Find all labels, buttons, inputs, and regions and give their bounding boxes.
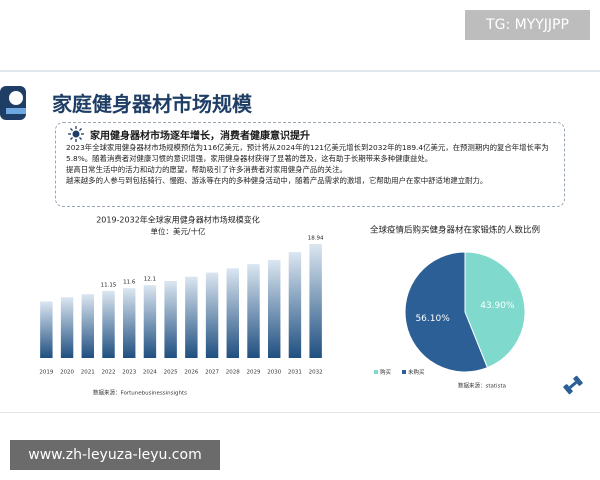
summary-text: 2023年全球家用健身器材市场规模预估为116亿美元，预计将从2024年的121… bbox=[66, 142, 556, 186]
x-tick-label: 2024 bbox=[143, 370, 157, 376]
x-tick-label: 2022 bbox=[102, 370, 116, 376]
x-tick-label: 2026 bbox=[184, 370, 198, 376]
bar bbox=[81, 294, 94, 358]
x-tick-label: 2028 bbox=[226, 370, 240, 376]
value-label: 11.6 bbox=[123, 280, 136, 286]
legend-swatch bbox=[374, 370, 378, 374]
summary-box bbox=[55, 122, 565, 207]
dumbbell-icon bbox=[563, 375, 583, 395]
chart-source: 数据来源：statista bbox=[458, 382, 506, 390]
pie-slice bbox=[464, 251, 526, 369]
value-label: 12.1 bbox=[144, 277, 156, 283]
pie-slice bbox=[404, 251, 489, 373]
bar bbox=[247, 264, 260, 358]
bar bbox=[185, 276, 198, 358]
x-tick-label: 2019 bbox=[39, 370, 53, 376]
value-label: 11.15 bbox=[101, 282, 117, 288]
legend-label: 购买 bbox=[380, 368, 392, 376]
bar bbox=[143, 285, 157, 358]
value-label: 56.10% bbox=[415, 314, 450, 324]
x-tick-label: 2021 bbox=[81, 370, 95, 376]
value-label: 18.94 bbox=[308, 236, 324, 242]
chart-subtitle: 单位：美元/十亿 bbox=[150, 226, 206, 236]
paragraph: 越来越多的人参与到包括骑行、慢跑、游泳等在内的多种健身活动中，随着产品需求的激增… bbox=[66, 176, 488, 185]
bar bbox=[164, 280, 177, 358]
paragraph: 2023年全球家用健身器材市场规模预估为116亿美元，预计将从2024年的121… bbox=[66, 143, 549, 163]
x-tick-label: 2031 bbox=[288, 370, 302, 376]
bar bbox=[40, 301, 53, 358]
chart-title: 全球疫情后购买健身器材在家锻炼的人数比例 bbox=[370, 225, 540, 236]
x-tick-label: 2023 bbox=[122, 370, 136, 376]
bar bbox=[60, 297, 74, 358]
legend-swatch bbox=[402, 370, 406, 374]
bar bbox=[123, 288, 136, 358]
pie-chart: 全球疫情后购买健身器材在家锻炼的人数比例 数据来源：statista 43.90… bbox=[370, 225, 540, 390]
x-tick-label: 2032 bbox=[309, 370, 323, 376]
bar bbox=[309, 244, 322, 358]
legend-label: 未购买 bbox=[408, 368, 425, 376]
bar bbox=[102, 290, 115, 358]
chart-title: 2019-2032年全球家用健身器材市场规模变化 bbox=[96, 215, 260, 225]
summary-heading: 家用健身器材市场逐年增长，消费者健康意识提升 bbox=[90, 131, 310, 142]
footer-url: www.zh-leyuza-leyu.com bbox=[10, 440, 220, 470]
bar bbox=[226, 268, 239, 358]
watermark: TG: MYYJJPP bbox=[465, 10, 590, 40]
logo-icon bbox=[0, 86, 26, 120]
bar-chart: 2019-2032年全球家用健身器材市场规模变化 单位：美元/十亿 数据来源：F… bbox=[39, 215, 324, 397]
x-tick-label: 2030 bbox=[267, 370, 281, 376]
slide-title: 家庭健身器材市场规模 bbox=[52, 92, 252, 116]
bar bbox=[205, 272, 219, 358]
bar bbox=[268, 259, 281, 358]
bar bbox=[288, 252, 302, 358]
paragraph: 提高日常生活中的活力和动力的愿望，帮助吸引了许多消费者对家用健身产品的关注。 bbox=[66, 165, 347, 174]
x-tick-label: 2027 bbox=[205, 370, 219, 376]
x-tick-label: 2020 bbox=[60, 370, 74, 376]
value-label: 43.90% bbox=[480, 301, 515, 311]
chart-source: 数据来源：Fortunebusinessinsights bbox=[93, 389, 187, 397]
x-tick-label: 2029 bbox=[247, 370, 261, 376]
x-tick-label: 2025 bbox=[164, 370, 178, 376]
sun-icon bbox=[68, 126, 84, 142]
